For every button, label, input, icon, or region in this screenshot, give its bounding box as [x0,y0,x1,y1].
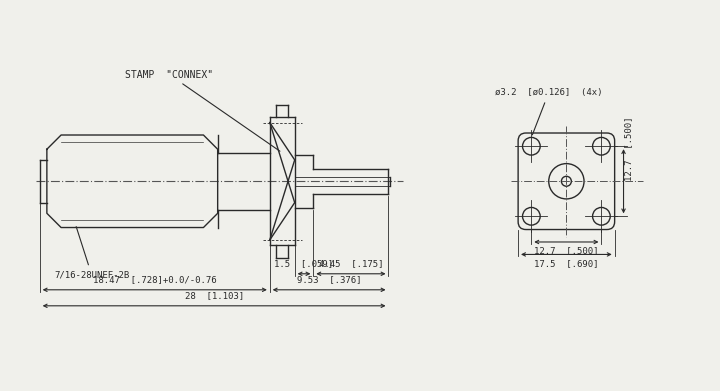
Text: 9.53  [.376]: 9.53 [.376] [297,275,361,285]
Text: 1.5  [.059]: 1.5 [.059] [274,260,333,269]
Text: 12.7  [.500]: 12.7 [.500] [534,246,598,255]
Text: 4.45  [.175]: 4.45 [.175] [319,260,383,269]
Text: 28  [1.103]: 28 [1.103] [184,291,243,300]
Text: ø3.2  [ø0.126]  (4x): ø3.2 [ø0.126] (4x) [495,88,603,135]
Text: 18.47  [.728]+0.0/-0.76: 18.47 [.728]+0.0/-0.76 [93,275,217,285]
Text: 7/16-28UNEF-2B: 7/16-28UNEF-2B [54,227,129,279]
Text: 17.5  [.690]: 17.5 [.690] [534,259,598,268]
Text: 12.7  [.500]: 12.7 [.500] [624,117,634,181]
Text: STAMP  "CONNEX": STAMP "CONNEX" [125,70,280,151]
